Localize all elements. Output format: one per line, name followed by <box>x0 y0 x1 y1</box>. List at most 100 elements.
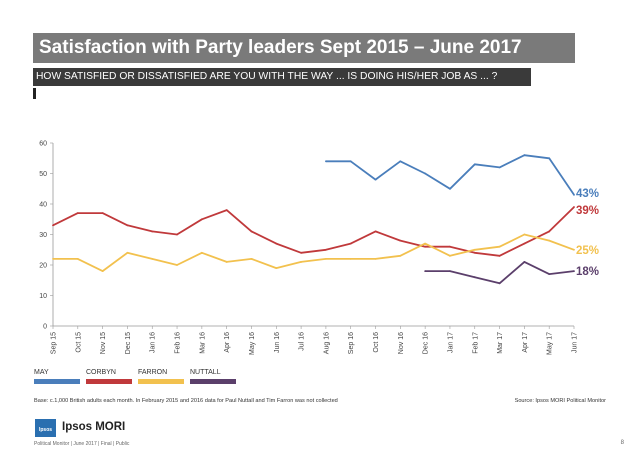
data-point-corbyn <box>573 206 575 208</box>
data-point-corbyn <box>126 224 129 227</box>
data-point-may <box>374 178 377 181</box>
data-point-farron <box>126 251 129 254</box>
data-point-nuttall <box>424 270 427 272</box>
x-tick-label: Jun 16 <box>274 332 281 353</box>
data-point-nuttall <box>473 276 476 279</box>
legend-label-farron: FARRON <box>138 369 168 376</box>
data-point-corbyn <box>473 251 476 254</box>
data-point-may <box>399 160 402 163</box>
data-point-nuttall <box>498 282 501 285</box>
data-point-farron <box>76 258 79 260</box>
x-tick-label: Nov 15 <box>100 332 107 354</box>
data-point-may <box>473 163 476 166</box>
data-point-may <box>325 160 327 163</box>
data-point-farron <box>374 258 377 260</box>
data-point-corbyn <box>300 251 302 254</box>
data-point-farron <box>349 258 352 260</box>
x-tick-label: Nov 16 <box>398 332 405 354</box>
x-tick-label: Jan 16 <box>150 332 157 353</box>
data-point-farron <box>424 242 427 245</box>
legend-label-may: MAY <box>34 369 49 376</box>
data-point-farron <box>325 258 327 260</box>
end-label-corbyn: 39% <box>576 205 599 217</box>
data-point-farron <box>176 264 178 266</box>
series-line-nuttall <box>425 261 575 285</box>
y-tick-label: 50 <box>39 171 47 178</box>
data-point-farron <box>151 258 154 260</box>
data-point-farron <box>573 248 575 251</box>
data-point-nuttall <box>548 273 551 276</box>
footer-text: Political Monitor | June 2017 | Final | … <box>34 441 130 447</box>
x-tick-label: Mar 17 <box>497 332 504 354</box>
data-point-farron <box>523 233 526 236</box>
legend-swatch-nuttall <box>190 379 236 384</box>
data-point-corbyn <box>424 245 427 248</box>
data-point-farron <box>498 245 501 248</box>
data-point-farron <box>200 251 203 254</box>
data-point-farron <box>548 239 551 242</box>
y-tick-label: 20 <box>39 263 47 270</box>
y-tick-label: 0 <box>43 324 47 331</box>
chart-legend: MAY CORBYN FARRON NUTTALL <box>34 369 244 385</box>
data-point-corbyn <box>548 230 551 233</box>
x-tick-label: Oct 16 <box>373 332 380 353</box>
data-point-corbyn <box>101 212 104 215</box>
data-point-may <box>523 154 526 157</box>
data-point-corbyn <box>523 242 526 245</box>
series-line-farron <box>53 233 575 272</box>
x-tick-label: Jul 16 <box>299 332 306 351</box>
page-title: Satisfaction with Party leaders Sept 201… <box>33 33 575 63</box>
data-point-corbyn <box>374 230 377 233</box>
x-tick-label: Jun 17 <box>572 332 579 353</box>
y-tick-label: 40 <box>39 202 47 209</box>
data-point-corbyn <box>76 212 79 215</box>
data-point-corbyn <box>449 245 451 248</box>
data-point-may <box>424 172 427 175</box>
data-point-corbyn <box>325 248 327 251</box>
data-point-may <box>498 166 501 169</box>
legend-swatch-corbyn <box>86 379 132 384</box>
x-tick-label: May 17 <box>547 332 554 355</box>
base-note: Base: c.1,000 British adults each month.… <box>34 398 338 404</box>
data-point-nuttall <box>573 270 575 272</box>
x-tick-label: Apr 16 <box>224 332 231 353</box>
x-tick-label: Sep 16 <box>348 332 355 354</box>
x-tick-label: Oct 15 <box>75 332 82 353</box>
x-tick-label: Dec 16 <box>423 332 430 354</box>
end-label-farron: 25% <box>576 245 599 257</box>
source-note: Source: Ipsos MORI Political Monitor <box>514 398 606 404</box>
end-label-nuttall: 18% <box>576 266 599 278</box>
data-point-corbyn <box>498 254 501 257</box>
question-subtitle: HOW SATISFIED OR DISSATISFIED ARE YOU WI… <box>33 68 531 86</box>
data-point-nuttall <box>523 261 526 263</box>
legend-label-corbyn: CORBYN <box>86 369 116 376</box>
x-tick-label: Aug 16 <box>323 332 330 354</box>
data-point-may <box>573 193 575 196</box>
y-tick-label: 60 <box>39 141 47 148</box>
y-tick-label: 30 <box>39 232 47 239</box>
data-point-farron <box>473 248 476 251</box>
data-point-corbyn <box>225 209 228 212</box>
ipsos-logo-text: Ipsos MORI <box>62 421 126 433</box>
data-point-corbyn <box>200 218 203 221</box>
x-tick-label: Feb 16 <box>175 332 182 354</box>
data-point-may <box>449 187 451 190</box>
data-point-corbyn <box>250 230 253 233</box>
subtitle-marker <box>33 88 36 99</box>
data-point-may <box>548 157 551 160</box>
data-point-farron <box>225 261 228 263</box>
data-point-corbyn <box>349 242 352 245</box>
data-point-farron <box>250 258 253 260</box>
page-number: 8 <box>620 440 624 446</box>
data-point-corbyn <box>176 233 178 236</box>
ipsos-logo-icon: Ipsos <box>35 419 56 437</box>
series-line-corbyn <box>52 206 575 257</box>
data-point-corbyn <box>275 242 278 245</box>
data-point-nuttall <box>449 270 451 272</box>
legend-label-nuttall: NUTTALL <box>190 369 221 376</box>
x-tick-label: Mar 16 <box>199 332 206 354</box>
data-point-may <box>349 160 352 163</box>
legend-swatch-may <box>34 379 80 384</box>
data-point-farron <box>449 254 451 257</box>
